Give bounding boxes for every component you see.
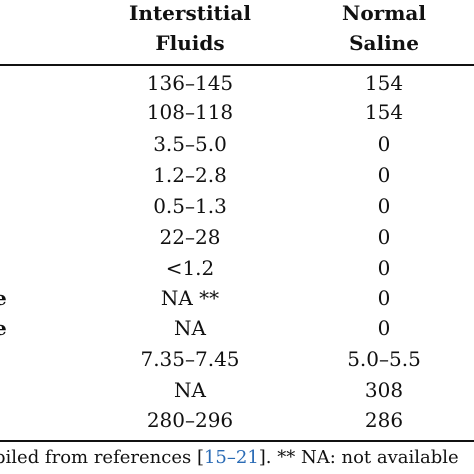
header-saline-line2: Saline bbox=[349, 31, 419, 55]
cell-interstitial-r4: 1.2–2.8 bbox=[153, 163, 227, 187]
cell-saline-r5: 0 bbox=[377, 194, 391, 218]
cell-saline-r12: 286 bbox=[364, 408, 404, 432]
header-rule bbox=[0, 64, 474, 66]
cell-saline-r7: 0 bbox=[377, 256, 391, 280]
cell-saline-r6: 0 bbox=[377, 225, 391, 249]
cell-saline-r10: 5.0–5.5 bbox=[347, 347, 421, 371]
cell-interstitial-r9: NA bbox=[174, 316, 206, 340]
cell-interstitial-r3: 3.5–5.0 bbox=[153, 132, 227, 156]
header-interstitial-line1: Interstitial bbox=[129, 1, 251, 25]
cell-saline-r2: 154 bbox=[364, 100, 404, 124]
cell-interstitial-r10: 7.35–7.45 bbox=[140, 347, 240, 371]
cell-interstitial-r5: 0.5–1.3 bbox=[153, 194, 227, 218]
cell-interstitial-r1: 136–145 bbox=[146, 71, 234, 95]
header-interstitial-line2: Fluids bbox=[155, 31, 225, 55]
footnote: piled from references [15–21]. ** NA: no… bbox=[0, 446, 459, 470]
cell-interstitial-r11: NA bbox=[174, 378, 206, 402]
bottom-rule bbox=[0, 440, 474, 442]
cell-interstitial-r12: 280–296 bbox=[146, 408, 234, 432]
row-label-fragment-r9: e bbox=[0, 316, 7, 340]
cell-saline-r8: 0 bbox=[377, 286, 391, 310]
row-label-fragment-r8: e bbox=[0, 286, 7, 310]
cell-interstitial-r8: NA ** bbox=[160, 286, 220, 310]
reference-link[interactable]: 15–21 bbox=[203, 447, 259, 468]
cell-interstitial-r2: 108–118 bbox=[146, 100, 234, 124]
cell-saline-r1: 154 bbox=[364, 71, 404, 95]
cell-saline-r3: 0 bbox=[377, 132, 391, 156]
footnote-prefix: piled from references [ bbox=[0, 447, 204, 468]
cell-saline-r11: 308 bbox=[364, 378, 404, 402]
cell-saline-r4: 0 bbox=[377, 163, 391, 187]
cell-saline-r9: 0 bbox=[377, 316, 391, 340]
header-saline-line1: Normal bbox=[342, 1, 426, 25]
cell-interstitial-r6: 22–28 bbox=[159, 225, 221, 249]
footnote-suffix: ]. ** NA: not available bbox=[258, 447, 459, 468]
cell-interstitial-r7: <1.2 bbox=[165, 256, 215, 280]
